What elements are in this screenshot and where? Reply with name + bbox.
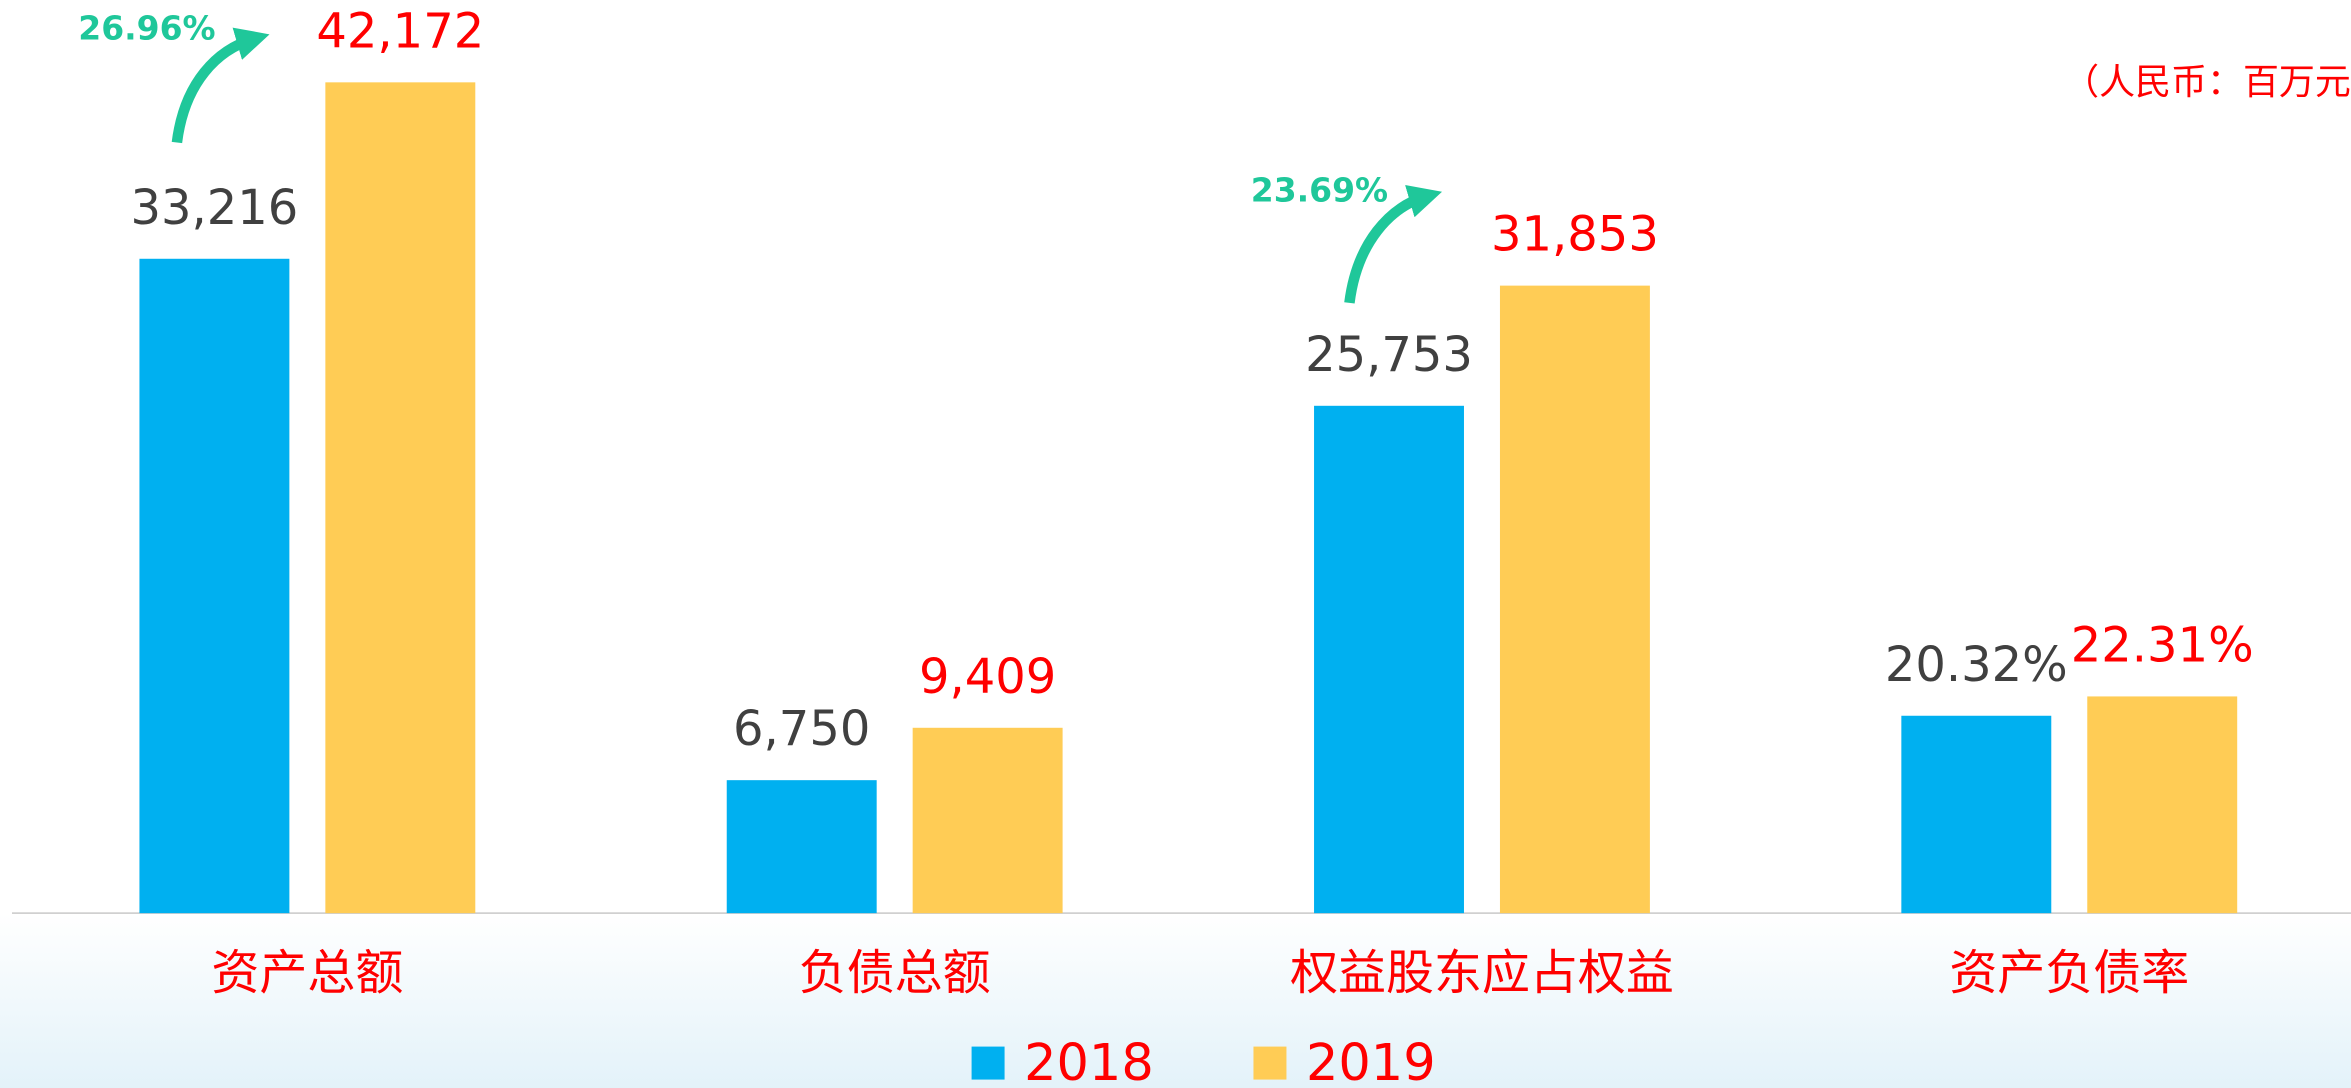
legend-swatch [1253,1046,1287,1080]
value-label: 33,216 [130,180,298,236]
legend-swatch [971,1046,1005,1080]
bar [726,780,877,914]
value-label: 42,172 [316,3,484,59]
x-tick-label: 资产总额 [211,945,403,1001]
unit-note: （人民币：百万元） [2063,62,2351,103]
x-tick-label: 负债总额 [799,945,991,1001]
growth-annotation: 23.69% [1251,170,1388,209]
x-tick-label: 资产负债率 [1949,945,2189,1001]
bar [1314,405,1464,914]
value-label: 9,409 [919,649,1056,705]
floor-band [0,913,2351,1088]
bar [2087,696,2238,914]
value-label: 6,750 [733,701,870,757]
value-label: 22.31% [2071,617,2254,673]
growth-arrow [1344,185,1443,304]
bar [325,82,476,914]
x-tick-label: 权益股东应占权益 [1290,945,1674,1001]
bar [139,258,290,914]
growth-annotation: 26.96% [78,9,215,48]
bar [1901,715,2052,914]
legend-label: 2019 [1306,1034,1436,1088]
bar [1499,285,1650,914]
value-label: 31,853 [1491,207,1659,263]
growth-arrow [171,27,270,144]
legend-label: 2018 [1024,1034,1154,1088]
value-label: 25,753 [1305,327,1473,383]
bar [912,727,1063,914]
value-label: 20.32% [1885,637,2068,693]
